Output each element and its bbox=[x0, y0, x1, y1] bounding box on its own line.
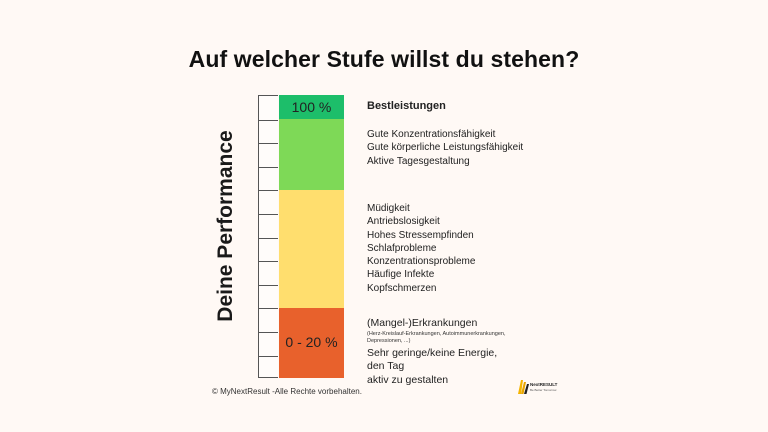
level-description-good: Gute Konzentrationsfähigkeit Gute körper… bbox=[367, 128, 523, 168]
ladder-rung bbox=[259, 214, 278, 215]
level-heading-top: Bestleistungen bbox=[367, 100, 446, 112]
list-item: Sehr geringe/keine Energie, den Tag bbox=[367, 346, 498, 373]
list-item: Aktive Tagesgestaltung bbox=[367, 155, 470, 167]
level-description-low: (Mangel-)Erkrankungen (Herz-Kreislauf-Er… bbox=[367, 317, 517, 387]
list-item: Schlafprobleme bbox=[367, 242, 437, 254]
list-item: Konzentrationsprobleme bbox=[367, 256, 476, 268]
y-axis-label: Deine Performance bbox=[214, 130, 237, 322]
logo-tagline: Be Better Tomorrow bbox=[530, 388, 557, 392]
list-item: Kopfschmerzen bbox=[367, 282, 437, 294]
ladder-rung bbox=[259, 308, 278, 310]
ladder-rung bbox=[259, 143, 278, 145]
ladder-rung bbox=[259, 237, 278, 239]
list-item: Antriebslosigkeit bbox=[367, 216, 440, 228]
list-item: Gute körperliche Leistungsfähigkeit bbox=[367, 142, 524, 154]
ladder-rung bbox=[259, 261, 278, 263]
list-item: Müdigkeit bbox=[367, 203, 410, 214]
ladder-rung bbox=[259, 332, 278, 333]
list-item: Häufige Infekte bbox=[367, 269, 435, 281]
ladder-rung bbox=[259, 284, 278, 286]
copyright-footer: © MyNextResult -Alle Rechte vorbehalten. bbox=[212, 387, 362, 396]
level-subnote-low: (Herz-Kreislauf-Erkrankungen, Autoimmune… bbox=[367, 330, 506, 344]
list-item: Hohes Stressempfinden bbox=[367, 229, 474, 241]
level-bar-medium bbox=[279, 190, 344, 308]
brand-logo: NextRESULT Be Better Tomorrow bbox=[518, 378, 558, 396]
page-title: Auf welcher Stufe willst du stehen? bbox=[188, 46, 580, 72]
ladder-scale bbox=[258, 95, 278, 378]
logo-mark-icon bbox=[518, 380, 529, 394]
level-bar-top: 100 % bbox=[279, 95, 344, 119]
level-bar-label-low: 0 - 20 % bbox=[285, 334, 338, 350]
y-axis-label-container: Deine Performance bbox=[214, 128, 238, 324]
level-bar-low: 0 - 20 % bbox=[279, 308, 344, 378]
level-bar-good bbox=[279, 119, 344, 190]
list-item: Gute Konzentrationsfähigkeit bbox=[367, 129, 496, 140]
level-description-top: Bestleistungen bbox=[367, 100, 446, 113]
ladder-rung bbox=[259, 119, 278, 121]
ladder-rung bbox=[259, 190, 278, 192]
level-bar-label-top: 100 % bbox=[291, 99, 332, 115]
level-heading-low: (Mangel-)Erkrankungen bbox=[367, 317, 478, 329]
level-description-medium: Müdigkeit Antriebslosigkeit Hohes Stress… bbox=[367, 202, 475, 295]
list-item: aktiv zu gestalten bbox=[367, 373, 449, 386]
ladder-rung bbox=[259, 166, 278, 168]
ladder-rung bbox=[259, 355, 278, 357]
logo-text: NextRESULT bbox=[530, 382, 558, 387]
